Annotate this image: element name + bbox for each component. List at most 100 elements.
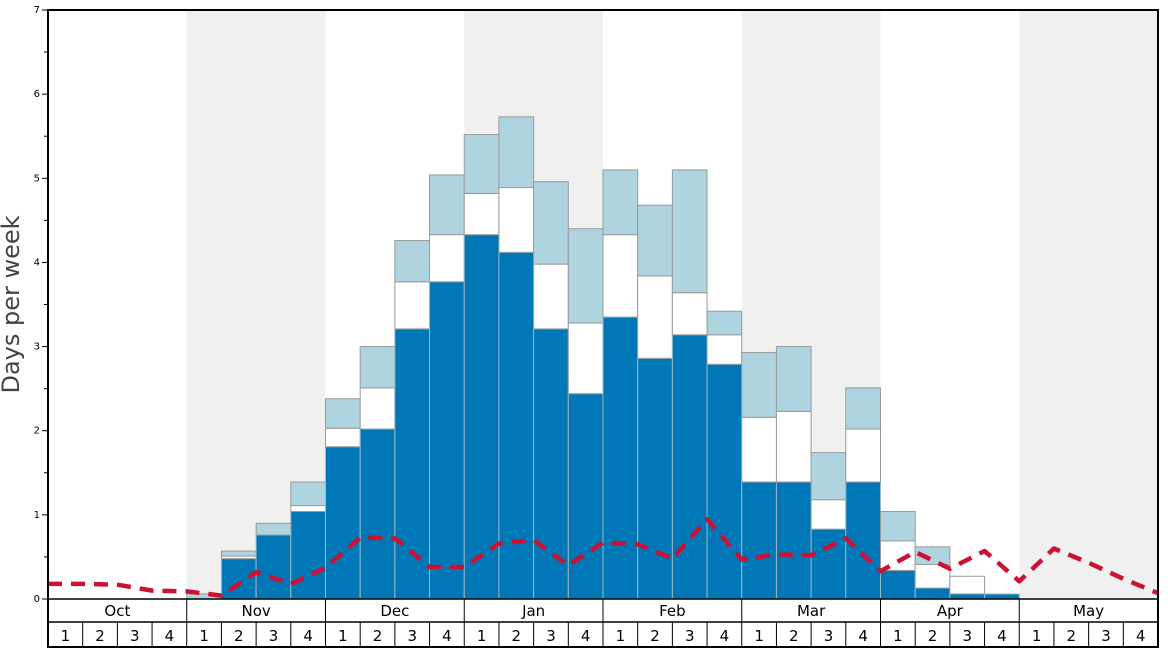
dashed-line-group [48,516,1159,598]
bar-light-19 [706,310,743,336]
week-label-jan-2: 2 [512,627,522,645]
bar-dark-9 [359,428,396,600]
bar-light-9 [359,346,396,389]
month-label-jan: Jan [521,602,545,620]
bar-dark-26 [949,593,986,600]
y-tick-label-3: 3 [34,342,40,353]
week-label-feb-2: 2 [650,627,660,645]
bar-dark-25 [914,587,951,600]
week-label-nov-4: 4 [303,627,313,645]
bar-dark-5 [220,558,257,600]
y-tick-label-4: 4 [34,257,40,268]
week-label-jan-1: 1 [477,627,487,645]
bar-light-15 [567,228,604,324]
bar-white-19 [706,334,743,365]
week-label-may-4: 4 [1136,627,1146,645]
week-label-apr-1: 1 [893,627,903,645]
month-label-oct: Oct [104,602,130,620]
bar-white-8 [325,427,361,448]
bar-white-18 [671,292,708,336]
bar-white-7 [290,505,326,512]
bar-light-16 [602,169,639,236]
bar-dark-13 [498,251,535,600]
week-label-oct-4: 4 [165,627,175,645]
week-label-apr-2: 2 [928,627,938,645]
week-label-mar-3: 3 [824,627,834,645]
week-label-mar-4: 4 [858,627,868,645]
week-label-may-1: 1 [1032,627,1042,645]
bar-white-16 [602,234,639,318]
week-label-oct-1: 1 [61,627,71,645]
month-label-apr: Apr [937,602,964,620]
month-label-dec: Dec [380,602,409,620]
y-tick-label-6: 6 [34,89,40,100]
bar-dark-10 [394,328,431,600]
week-label-mar-1: 1 [754,627,764,645]
bars-group [186,116,1020,600]
bar-light-6 [255,522,292,536]
bar-light-24 [880,510,916,542]
week-label-oct-3: 3 [130,627,140,645]
week-label-dec-3: 3 [407,627,417,645]
bar-light-22 [810,452,847,501]
week-label-jan-4: 4 [581,627,591,645]
bar-light-12 [463,134,500,194]
week-label-dec-4: 4 [442,627,452,645]
y-tick-label-0: 0 [34,594,40,605]
y-tick-label-5: 5 [34,173,40,184]
week-label-apr-3: 3 [962,627,972,645]
bar-white-12 [463,192,500,236]
week-label-dec-1: 1 [338,627,348,645]
bar-dark-24 [880,569,916,600]
bar-dark-6 [255,534,292,600]
bar-light-14 [533,181,569,265]
bar-light-7 [290,481,326,507]
bar-dark-20 [741,481,777,600]
bar-dark-12 [463,234,500,600]
bar-light-20 [741,351,777,418]
y-axis: 0 1 2 3 4 5 6 7 [34,5,48,605]
bar-white-14 [533,263,569,330]
week-label-feb-4: 4 [720,627,730,645]
week-label-feb-1: 1 [616,627,626,645]
bar-light-11 [429,174,465,236]
bar-dark-16 [602,316,639,600]
bar-dark-8 [325,446,361,600]
bar-white-22 [810,499,847,530]
month-shade-may [1019,10,1158,599]
y-tick-label-7: 7 [34,5,40,16]
week-label-may-2: 2 [1067,627,1077,645]
bar-white-26 [949,575,986,595]
bar-dark-14 [533,328,569,600]
bar-dark-27 [984,593,1020,600]
bar-white-13 [498,187,535,253]
bar-dark-18 [671,334,708,600]
week-label-dec-2: 2 [373,627,383,645]
bar-light-18 [671,169,708,294]
bar-dark-15 [567,393,604,600]
bar-white-15 [567,322,604,395]
y-tick-label-2: 2 [34,426,40,437]
dashed-line [48,516,1159,598]
bar-light-10 [394,240,431,283]
bar-white-10 [394,281,431,330]
week-label-oct-2: 2 [95,627,105,645]
month-label-feb: Feb [659,602,686,620]
bar-white-11 [429,234,465,283]
week-label-nov-2: 2 [234,627,244,645]
month-label-nov: Nov [241,602,270,620]
bar-white-9 [359,387,396,430]
week-label-apr-4: 4 [997,627,1007,645]
month-label-may: May [1073,602,1104,620]
bar-light-13 [498,116,535,189]
bar-dark-17 [637,357,673,600]
month-label-mar: Mar [797,602,826,620]
bar-white-21 [775,410,812,483]
week-label-feb-3: 3 [685,627,695,645]
bar-dark-11 [429,281,465,600]
y-tick-label-1: 1 [34,510,40,521]
bar-light-8 [325,398,361,429]
bar-dark-22 [810,528,847,600]
